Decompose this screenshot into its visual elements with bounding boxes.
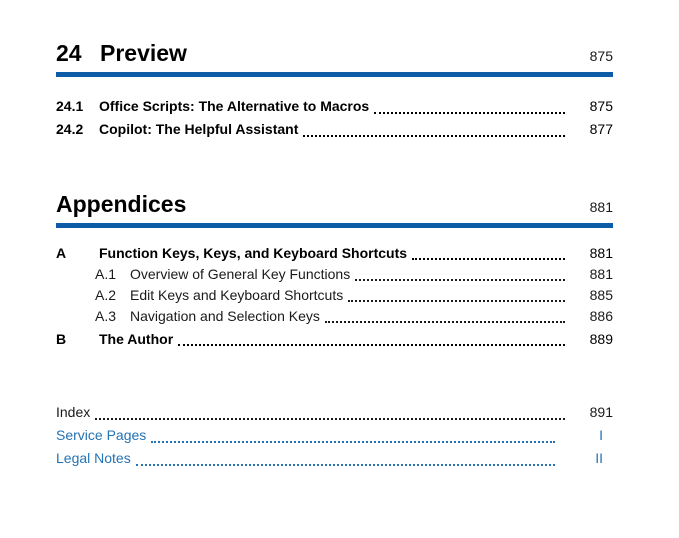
entry-page-number: II bbox=[595, 450, 603, 466]
toc-entry: A Function Keys, Keys, and Keyboard Short… bbox=[56, 243, 613, 264]
dot-leader bbox=[135, 464, 555, 466]
entry-page-number: 881 bbox=[589, 266, 613, 282]
dot-leader bbox=[355, 279, 565, 281]
dot-leader bbox=[178, 344, 565, 346]
entry-number: A.3 bbox=[95, 308, 117, 324]
section-entries: A Function Keys, Keys, and Keyboard Short… bbox=[56, 243, 613, 350]
entry-title: Copilot: The Helpful Assistant bbox=[99, 121, 299, 137]
entry-title: Index bbox=[56, 404, 91, 420]
section-heading: Appendices 881 bbox=[56, 191, 613, 220]
toc-entry: B The Author 889 bbox=[56, 329, 613, 350]
toc-section: 24 Preview 875 24.1 Office Scripts: The Alte… bbox=[56, 40, 613, 141]
entry-title: Function Keys, Keys, and Keyboard Shortc… bbox=[99, 245, 408, 261]
entry-page-number: 885 bbox=[589, 287, 613, 303]
toc-sections: 24 Preview 875 24.1 Office Scripts: The Alte… bbox=[56, 40, 613, 350]
toc-entry: 24.2 Copilot: The Helpful Assistant 877 bbox=[56, 118, 613, 141]
entry-page-number: 886 bbox=[589, 308, 613, 324]
section-number: 24 bbox=[56, 40, 82, 66]
toc-entry: A.1 Overview of General Key Functions 881 bbox=[56, 264, 613, 285]
entry-number: A.1 bbox=[95, 266, 117, 282]
entry-page-number: 881 bbox=[589, 245, 613, 261]
back-matter-link[interactable]: Service Pages I bbox=[56, 424, 613, 447]
section-rule bbox=[56, 223, 613, 228]
entry-number: A.2 bbox=[95, 287, 117, 303]
entry-number: 24.2 bbox=[56, 121, 84, 137]
entry-title: Navigation and Selection Keys bbox=[130, 308, 320, 324]
dot-leader bbox=[303, 135, 565, 137]
section-title: Appendices bbox=[56, 191, 187, 217]
back-matter-link[interactable]: Legal Notes II bbox=[56, 447, 613, 470]
dot-leader bbox=[324, 321, 565, 323]
toc-section: Appendices 881 A Function Keys, Keys, and K… bbox=[56, 191, 613, 350]
entry-title: Overview of General Key Functions bbox=[130, 266, 351, 282]
entry-page-number: 875 bbox=[589, 98, 613, 114]
dot-leader bbox=[151, 441, 555, 443]
entry-title: Legal Notes bbox=[56, 450, 131, 466]
entry-number: B bbox=[56, 331, 67, 347]
section-heading: 24 Preview 875 bbox=[56, 40, 613, 69]
table-of-contents-page: 24 Preview 875 24.1 Office Scripts: The Alte… bbox=[56, 40, 613, 470]
dot-leader bbox=[348, 300, 565, 302]
toc-entry: 24.1 Office Scripts: The Alternative to M… bbox=[56, 95, 613, 118]
dot-leader bbox=[412, 258, 565, 260]
back-matter-entry: Index 891 bbox=[56, 401, 613, 424]
entry-title: Office Scripts: The Alternative to Macro… bbox=[99, 98, 370, 114]
entry-title: The Author bbox=[99, 331, 174, 347]
entry-page-number: 891 bbox=[589, 404, 613, 420]
section-entries: 24.1 Office Scripts: The Alternative to M… bbox=[56, 95, 613, 141]
back-matter-list: Index 891 Service Pages I Legal Notes II bbox=[56, 401, 613, 470]
dot-leader bbox=[374, 112, 565, 114]
section-rule bbox=[56, 72, 613, 77]
entry-number: 24.1 bbox=[56, 98, 84, 114]
section-page-number: 875 bbox=[589, 48, 613, 64]
entry-page-number: I bbox=[599, 427, 603, 443]
entry-page-number: 877 bbox=[589, 121, 613, 137]
section-page-number: 881 bbox=[589, 199, 613, 215]
entry-title: Edit Keys and Keyboard Shortcuts bbox=[130, 287, 344, 303]
entry-page-number: 889 bbox=[589, 331, 613, 347]
toc-entry: A.2 Edit Keys and Keyboard Shortcuts 885 bbox=[56, 285, 613, 306]
entry-title: Service Pages bbox=[56, 427, 147, 443]
section-title: Preview bbox=[100, 40, 187, 66]
dot-leader bbox=[95, 418, 565, 420]
toc-entry: A.3 Navigation and Selection Keys 886 bbox=[56, 306, 613, 327]
entry-number: A bbox=[56, 245, 67, 261]
